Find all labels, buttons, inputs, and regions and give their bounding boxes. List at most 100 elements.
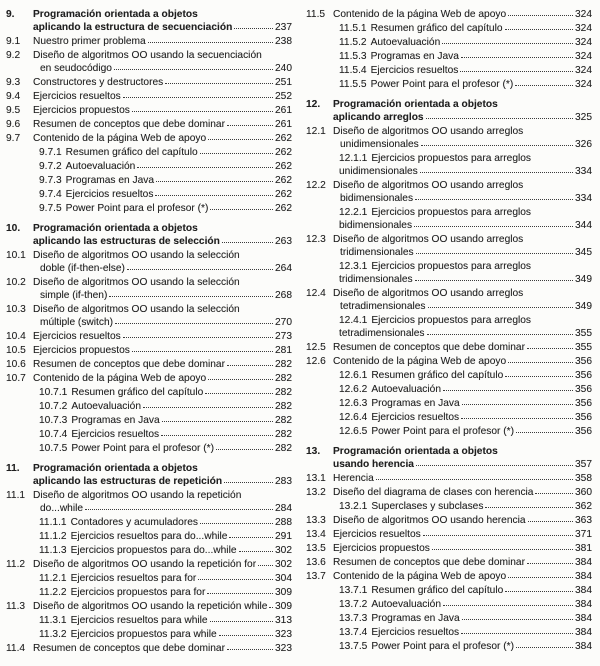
toc-entry-line: 13.7.1 Resumen gráfico del capítulo 384 [339,584,592,597]
dot-leader [131,351,273,352]
toc-entry-body: 12.1.1 Ejercicios propuestos para arreglo… [339,152,592,178]
toc-entry-line: tridimensionales 345 [333,246,592,259]
toc-entry-body: Diseño de algoritmos OO usando la secuen… [33,49,292,75]
dot-leader [505,376,573,377]
toc-entry-line: 10.7.5 Power Point para el profesor (*) 28… [39,442,292,455]
toc-entry-line: Contenido de la página Web de apoyo 262 [33,132,292,145]
toc-entry-title: unidimensionales [340,139,419,150]
dot-leader [415,465,573,466]
toc-entry-body: 10.7.4 Ejercicios resueltos 282 [39,428,292,441]
toc-entry-body: Ejercicios propuestos 281 [33,344,292,357]
page-number: 309 [275,601,292,612]
page-number: 262 [275,175,292,186]
toc-entry-line: 12.2.1 Ejercicios propuestos para arreglo… [339,206,592,219]
dot-leader [443,390,573,391]
toc-entry: 13.7 Contenido de la página Web de apoyo 3… [306,570,592,583]
toc-entry-title: Ejercicios propuestos para arreglos [371,261,532,272]
toc-entry-title: Programación orientada a objetos [333,99,498,110]
toc-entry-line: 12.6.1 Resumen gráfico del capítulo 356 [339,369,592,382]
dot-leader [122,337,273,338]
toc-entry-number: 11.3.1 [39,615,67,626]
toc-entry-body: 11.2.1 Ejercicios resueltos para for 304 [39,572,292,585]
toc-entry-title: Power Point para el profesor (*) [371,426,515,437]
toc-entry-line: Resumen de conceptos que debe dominar 355 [333,341,592,354]
toc-entry: 11.2.2 Ejercicios propuestos para for 309 [6,586,292,599]
toc-entry-number: 10.2 [6,277,26,288]
toc-entry-line: aplicando la estructura de secuenciación… [33,21,292,34]
toc-entry-body: Resumen de conceptos que debe dominar 384 [333,556,592,569]
dot-leader [375,479,573,480]
toc-entry-number: 12.3 [306,234,326,245]
toc-entry-body: 11.5.3 Programas en Java 324 [339,50,592,63]
toc-entry-number: 12.3.1 [339,261,368,272]
dot-leader [209,621,273,622]
toc-entry-title: aplicando la estructura de secuenciación [33,22,233,33]
page-number: 384 [575,585,592,596]
toc-entry-body: 11.1.1 Contadores y acumuladores 288 [39,516,292,529]
page-number: 334 [575,166,592,177]
page-number: 282 [275,415,292,426]
toc-entry: 10.7.1 Resumen gráfico del capítulo 282 [6,386,292,399]
dot-leader [198,579,273,580]
dot-leader [527,348,573,349]
toc-entry-title: aplicando las estructuras de repetición [33,476,223,487]
toc-entry: 10.3 Diseño de algoritmos OO usando la se… [6,303,292,329]
toc-entry-title: Ejercicios resueltos para do...while [70,531,228,542]
toc-entry: 10.7.5 Power Point para el profesor (*) 28… [6,442,292,455]
toc-entry-title: Programas en Java [371,613,460,624]
toc-entry: 9.7 Contenido de la página Web de apoyo 26… [6,132,292,145]
toc-entry-title: Resumen de conceptos que debe dominar [333,342,525,353]
dot-leader [535,493,573,494]
toc-entry: 10.7.3 Programas en Java 282 [6,414,292,427]
toc-entry-body: 12.6.3 Programas en Java 356 [339,397,592,410]
toc-entry-number: 12.6 [306,356,326,367]
page-number: 237 [275,22,292,33]
toc-entry-body: Diseño de algoritmos OO usando arreglos t… [333,287,592,313]
toc-entry-number: 11.2.1 [39,573,67,584]
toc-entry: 11.5.5 Power Point para el profesor (*) 32… [306,78,592,91]
toc-entry-number: 12.6.1 [339,370,368,381]
toc-entry-body: 11.5.1 Resumen gráfico del capítulo 324 [339,22,592,35]
toc-entry: 9. Programación orientada a objetos aplica… [6,8,292,34]
toc-entry: 9.6 Resumen de conceptos que debe dominar… [6,118,292,131]
page-number: 357 [575,459,592,470]
toc-entry-body: 13.7.5 Power Point para el profesor (*) 38… [339,640,592,653]
page-number: 262 [275,161,292,172]
toc-entry-line: aplicando arreglos 325 [333,111,592,124]
toc-entry-body: Programación orientada a objetos aplicand… [33,462,292,488]
toc-entry: 11.1.1 Contadores y acumuladores 288 [6,516,292,529]
toc-entry-body: Programación orientada a objetos usando h… [333,445,592,471]
toc-entry-line: 12.4.1 Ejercicios propuestos para arreglo… [339,314,592,327]
toc-entry-number: 12.6.2 [339,384,368,395]
toc-entry-line: Contenido de la página Web de apoyo 282 [33,372,292,385]
page-number: 268 [275,290,292,301]
toc-entry-title: Ejercicios propuestos [33,105,130,116]
dot-leader [109,296,273,297]
toc-entry: 13.6 Resumen de conceptos que debe domina… [306,556,592,569]
toc-entry-number: 9.7 [6,133,21,144]
toc-entry-body: Ejercicios resueltos 252 [33,90,292,103]
dot-leader [113,69,273,70]
toc-entry-line: Diseño de algoritmos OO usando arreglos [333,233,592,246]
toc-entry: 9.5 Ejercicios propuestos 261 [6,104,292,117]
toc-entry: 12.2 Diseño de algoritmos OO usando arreg… [306,179,592,205]
toc-entry-number: 13.7.1 [339,585,368,596]
dot-leader [199,153,273,154]
toc-entry-number: 11.5.4 [339,65,367,76]
toc-entry-line: Programación orientada a objetos [33,8,292,21]
toc-entry-line: Programación orientada a objetos [33,222,292,235]
toc-entry-number: 11.5.1 [339,23,367,34]
dot-leader [414,280,573,281]
dot-leader [137,167,273,168]
toc-entry-line: Diseño de algoritmos OO usando la selecc… [33,276,292,289]
dot-leader [426,334,573,335]
toc-entry: 12.3 Diseño de algoritmos OO usando arreg… [306,233,592,259]
toc-entry-line: usando herencia 357 [333,458,592,471]
toc-entry-number: 12.1.1 [339,153,368,164]
toc-entry-title: Autoevaluación [71,401,141,412]
toc-entry-title: en seudocódigo [40,63,112,74]
toc-entry-number: 10.1 [6,250,26,261]
toc-entry-number: 13. [306,446,321,457]
dot-leader [207,593,273,594]
